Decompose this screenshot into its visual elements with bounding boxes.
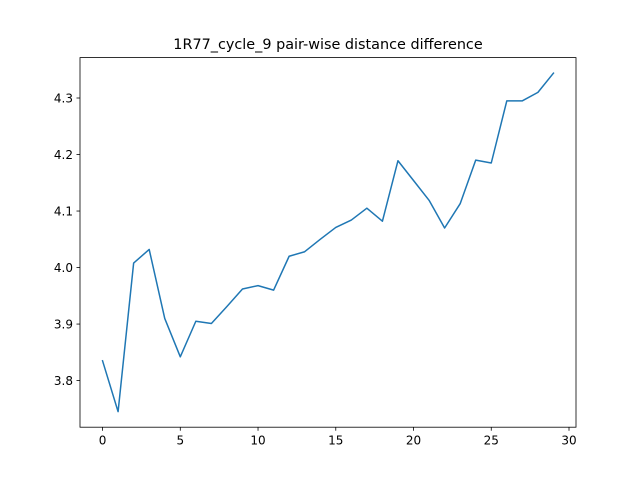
x-tick-label: 15 [328,434,343,448]
y-tick-label: 3.8 [54,374,73,388]
y-tick-label: 4.3 [54,91,73,105]
x-tick-label: 30 [561,434,576,448]
series-line-0 [101,72,555,413]
x-tick-label: 25 [484,434,499,448]
chart-title: 1R77_cycle_9 pair-wise distance differen… [173,37,483,53]
x-tick-label: 10 [250,434,265,448]
x-tick-label: 0 [99,434,107,448]
plot-area [101,72,555,413]
x-tick-label: 5 [176,434,184,448]
y-tick-label: 4.0 [54,261,73,275]
x-axis: 0 5 10 15 20 25 30 [99,427,577,448]
y-tick-label: 3.9 [54,317,73,331]
y-tick-label: 4.2 [54,148,73,162]
plot-frame [79,57,577,428]
y-tick-label: 4.1 [54,204,73,218]
x-tick-label: 20 [406,434,421,448]
y-axis: 3.8 3.9 4.0 4.1 4.2 4.3 [54,91,80,388]
